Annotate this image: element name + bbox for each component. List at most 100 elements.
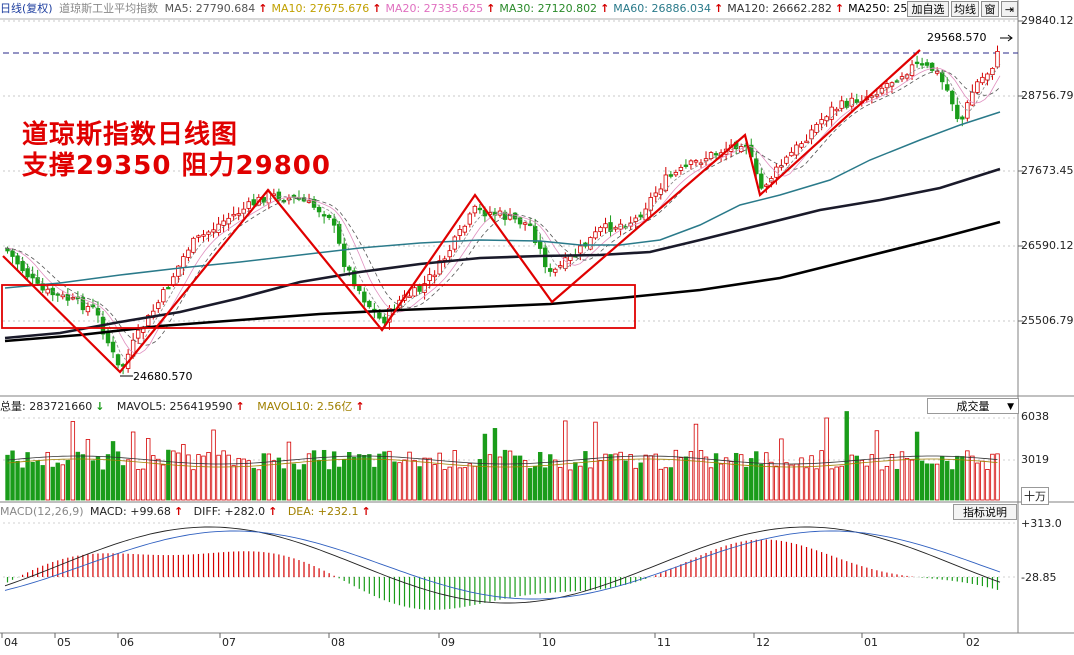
candle-body (914, 61, 920, 65)
volume-bar (115, 451, 121, 501)
month-tick-label: 01 (864, 636, 878, 649)
candle-body (588, 237, 593, 250)
ma-settings-button[interactable]: 均线 (951, 1, 979, 17)
candle-body (975, 81, 980, 93)
price-tick-label: 28756.79 (1021, 89, 1074, 102)
candle-body (382, 316, 387, 324)
volume-bar (628, 454, 633, 501)
indicator-select[interactable]: 成交量 ▼ (927, 398, 1019, 414)
candle-body (176, 265, 181, 277)
volume-bar (598, 460, 603, 501)
arrow-up-icon: ↑ (235, 400, 245, 413)
ma20-line (4, 67, 1001, 354)
volume-header: 总量: 283721660 ↓ MAVOL5: 256419590 ↑ MAVOL1… (0, 399, 1018, 415)
volume-bar (834, 466, 839, 501)
high-marker-arrow-icon (1007, 34, 1013, 42)
candle-body (824, 116, 829, 122)
add-watchlist-button[interactable]: 加自选 (907, 1, 949, 17)
ma-label-2: MA20: 27335.625 (385, 2, 484, 15)
month-tick-label: 11 (657, 636, 671, 649)
volume-bar (135, 469, 141, 501)
ma10-line (4, 64, 1001, 361)
volume-axis-mid: 3019 (1021, 453, 1049, 466)
volume-bar (432, 464, 437, 501)
volume-bar (422, 457, 427, 501)
volume-bar (934, 463, 940, 501)
overlay-levels: 支撑29350 阻力29800 (22, 151, 331, 181)
month-tick-label: 10 (542, 636, 556, 649)
low-price-label: 24680.570 (133, 370, 193, 383)
volume-bar (367, 454, 372, 501)
candle-body (759, 173, 764, 189)
candle-body (884, 83, 890, 89)
candle-body (417, 284, 422, 292)
volume-bar (397, 462, 402, 501)
volume-bar (970, 455, 975, 501)
candle-body (211, 229, 216, 233)
volume-unit: 十万 (1021, 487, 1049, 505)
volume-bar (799, 457, 804, 501)
arrow-up-icon: ↑ (355, 400, 365, 413)
volume-bar (658, 468, 663, 501)
period-label[interactable]: 日线(复权) (0, 2, 53, 15)
volume-bar (558, 466, 563, 501)
volume-bar (201, 455, 206, 501)
volume-bar (301, 464, 307, 501)
candle-body (166, 287, 171, 290)
volume-bar (482, 433, 488, 501)
volume-bar (904, 457, 910, 501)
candle-body (668, 174, 674, 177)
macd-axis-min: -28.85 (1021, 571, 1057, 584)
caret-down-icon: ▼ (1007, 402, 1014, 412)
candle-body (653, 192, 658, 197)
candle-body (673, 171, 679, 176)
volume-bar (618, 451, 623, 501)
volume-bar (55, 462, 60, 501)
candle-body (633, 217, 638, 222)
candle-body (990, 67, 995, 76)
candle-body (713, 153, 719, 156)
volume-bar (362, 454, 367, 501)
volume-bar (909, 459, 915, 501)
volume-bar (588, 467, 593, 501)
volume-bar (950, 469, 955, 501)
candle-body (10, 250, 15, 257)
volume-bar (452, 450, 457, 501)
candle-body (191, 237, 196, 253)
candle-body (377, 312, 382, 319)
volume-bar (286, 441, 292, 501)
volume-bar (738, 454, 744, 501)
ma250-line (4, 220, 1001, 343)
volume-bar (809, 455, 814, 501)
candle-body (221, 220, 226, 226)
candle-body (321, 214, 327, 217)
volume-bar (487, 454, 493, 501)
volume-bar (316, 459, 322, 501)
volume-bar (50, 466, 55, 501)
candle-body (814, 123, 819, 133)
indicator-help-button[interactable]: 指标说明 (953, 504, 1017, 520)
volume-bar (291, 463, 297, 501)
candle-body (578, 245, 583, 254)
candle-body (437, 260, 442, 275)
window-button[interactable]: 窗 (981, 1, 999, 17)
volume-bar (186, 454, 191, 501)
candle-body (693, 160, 699, 163)
volume-bar (447, 466, 452, 501)
candle-body (593, 231, 598, 239)
candle-body (517, 217, 523, 225)
volume-bar (256, 469, 261, 501)
volume-bar (146, 438, 151, 501)
volume-bar (975, 462, 980, 501)
volume-bar (407, 451, 412, 501)
volume-bar (914, 431, 920, 501)
expand-icon[interactable]: ⇥ (1001, 1, 1018, 17)
volume-bar (884, 465, 890, 501)
candle-body (955, 104, 960, 120)
candle-body (241, 208, 246, 214)
volume-bar (613, 453, 618, 501)
volume-bar (35, 460, 40, 501)
volume-bar (703, 456, 709, 501)
volume-bar (462, 467, 468, 501)
